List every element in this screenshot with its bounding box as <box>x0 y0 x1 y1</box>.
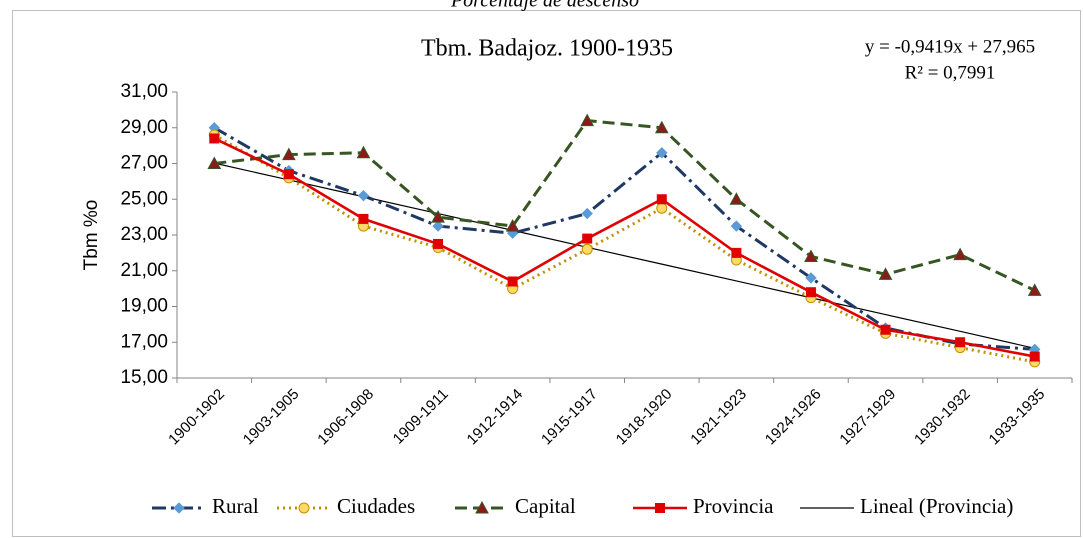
marker <box>358 213 369 224</box>
y-tick-label: 23,00 <box>120 224 168 245</box>
marker <box>880 324 891 335</box>
marker <box>654 120 669 134</box>
chart-frame <box>12 10 1081 537</box>
marker <box>582 233 593 244</box>
caption: Porcentaje de descenso <box>450 0 639 12</box>
legend-label: Rural <box>212 494 259 518</box>
legend-label: Capital <box>515 494 576 518</box>
marker <box>955 337 966 348</box>
marker <box>656 194 667 205</box>
marker <box>805 272 817 284</box>
legend-marker <box>475 500 489 514</box>
marker <box>581 243 593 255</box>
y-tick-label: 15,00 <box>120 367 168 388</box>
marker <box>656 147 668 159</box>
marker <box>507 276 518 287</box>
y-tick-label: 27,00 <box>120 153 168 174</box>
marker <box>505 219 520 232</box>
marker <box>207 156 222 169</box>
marker <box>580 113 595 127</box>
marker <box>656 202 668 214</box>
y-tick-label: 29,00 <box>120 117 168 138</box>
marker <box>432 220 444 232</box>
y-tick-label: 31,00 <box>120 81 168 102</box>
legend-label: Provincia <box>693 494 774 518</box>
marker <box>731 247 742 258</box>
trend-equation: y = -0,9419x + 27,965 <box>865 36 1035 57</box>
y-axis-label: Tbm %o <box>81 200 102 271</box>
marker <box>805 287 816 298</box>
legend-marker <box>173 502 185 514</box>
marker <box>357 189 370 202</box>
marker <box>283 169 294 180</box>
marker <box>282 147 296 161</box>
y-tick-label: 17,00 <box>120 331 168 352</box>
marker <box>729 192 744 205</box>
series-line <box>214 162 1035 349</box>
legend-label: Ciudades <box>337 494 415 518</box>
marker <box>804 249 818 262</box>
marker <box>356 145 371 159</box>
series-line <box>214 119 1036 292</box>
marker <box>1027 283 1042 296</box>
marker <box>730 220 743 232</box>
marker <box>209 133 220 144</box>
marker <box>1029 351 1040 362</box>
chart-title: Tbm. Badajoz. 1900-1935 <box>421 36 673 62</box>
y-tick-label: 19,00 <box>120 296 168 317</box>
series-line <box>213 137 1035 358</box>
y-tick-label: 25,00 <box>120 188 168 209</box>
legend-marker <box>655 503 665 513</box>
marker <box>878 267 893 280</box>
marker <box>953 247 967 261</box>
marker <box>433 238 444 249</box>
legend-label: Lineal (Provincia) <box>860 494 1013 518</box>
legend-marker <box>298 502 310 514</box>
marker <box>581 207 593 220</box>
y-tick-label: 21,00 <box>120 260 168 281</box>
trend-r2: R² = 0,7991 <box>905 62 996 83</box>
marker <box>431 210 445 223</box>
